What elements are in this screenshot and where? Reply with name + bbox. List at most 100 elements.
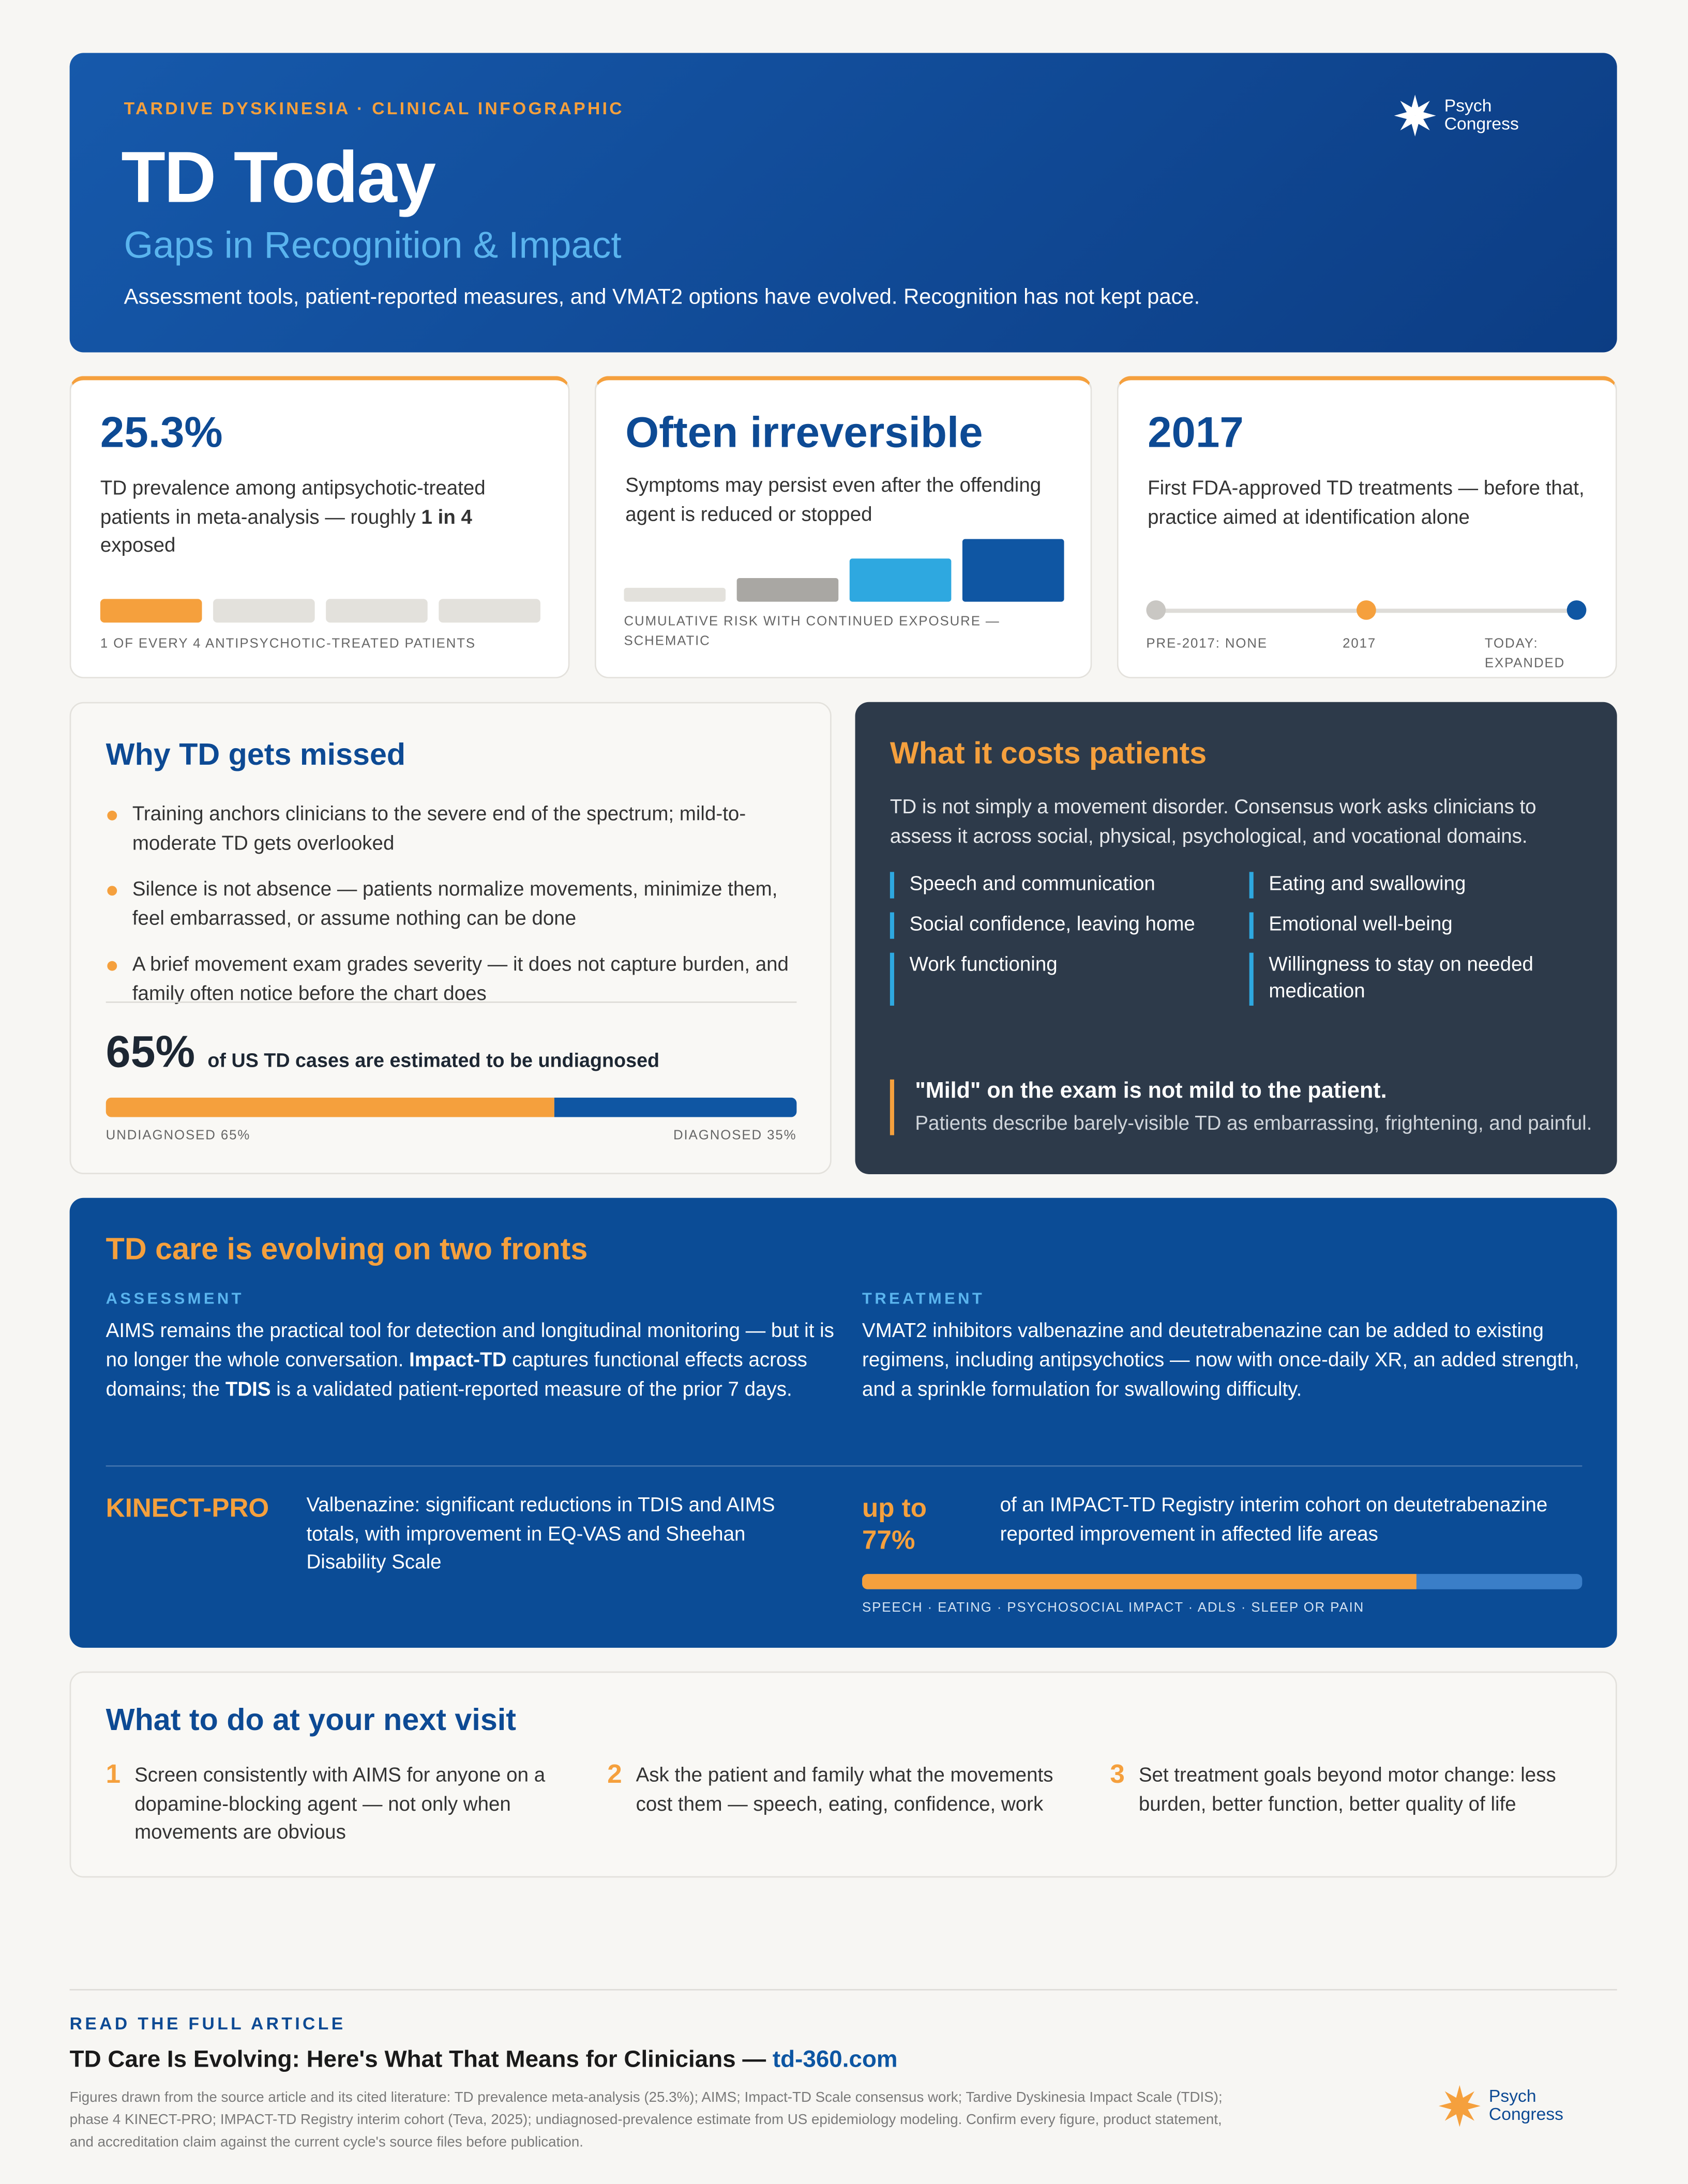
timeline-label: PRE-2017: NONE [1146,636,1268,652]
text-run: exposed [100,535,176,557]
quote-text: Patients describe barely-visible TD as e… [915,1113,1592,1135]
footer-logo: Psych Congress [1437,2084,1563,2128]
text-run: First FDA-approved TD treatments — befor… [1148,478,1585,529]
logo-line: Psych [1488,2086,1536,2106]
kinect-text: Valbenazine: significant reductions in T… [306,1494,775,1574]
path [1400,115,1415,131]
path [1400,101,1415,116]
bar-undiagnosed [106,1097,555,1117]
section-title: TD care is evolving on two fronts [106,1231,588,1266]
evolving-card [69,1197,1617,1648]
step: 3 Set treatment goals beyond motor change… [1110,1761,1570,1819]
subtitle: Gaps in Recognition & Impact [124,224,622,266]
impact-text: of an IMPACT-TD Registry interim cohort … [1000,1494,1548,1545]
path [1444,2106,1460,2121]
footer-rule [69,1989,1617,1991]
costs-card: What it costs patients TD is not simply … [855,702,1617,1174]
bar-track [862,1574,1583,1589]
logo-text: Psych Congress [1444,97,1519,134]
segment [100,599,202,623]
step-text: Screen consistently with AIMS for anyone… [134,1765,546,1844]
intro: Assessment tools, patient-reported measu… [124,285,1200,310]
domain-grid: Speech and communication Eating and swal… [890,872,1582,1020]
step-number: 2 [607,1761,622,1790]
path [1459,2106,1474,2121]
missed-card: Why TD gets missed Training anchors clin… [69,702,832,1174]
domain: Work functioning [890,952,1249,1006]
timeline-dot [1357,600,1376,620]
path [1444,2091,1460,2106]
title: TD Today [121,138,436,219]
stat-card: 2017 First FDA-approved TD treatments — … [1117,376,1617,678]
text-run: captures functional effects across domai… [106,1349,807,1402]
segment [213,599,315,623]
stat-row: 65% of US TD cases are estimated to be u… [106,1026,659,1078]
section-title: What it costs patients [890,735,1207,770]
column: TREATMENT VMAT2 inhibitors valbenazine a… [862,1291,1593,1405]
g [1394,95,1436,137]
timeline-label: 2017 [1343,636,1377,652]
kinect-label: KINECT-PRO [106,1494,269,1524]
divider [106,1465,1583,1467]
timeline-label: TODAY: EXPANDED [1484,636,1565,672]
emphasis: TDIS [225,1378,271,1402]
stat-headline: 2017 [1148,408,1244,457]
footer-eyebrow: READ THE FULL ARTICLE [69,2014,346,2034]
quote-title: "Mild" on the exam is not mild to the pa… [915,1079,1387,1103]
column-text: VMAT2 inhibitors valbenazine and deutetr… [862,1317,1593,1405]
step: 2 Ask the patient and family what the mov… [607,1761,1074,1819]
bar-label: UNDIAGNOSED 65% [106,1128,251,1144]
logo-mark [1438,2085,1481,2127]
segment [439,599,540,623]
stat-card: 25.3% TD prevalence among antipsychotic-… [69,376,570,678]
text-run: VMAT2 inhibitors valbenazine and deutetr… [862,1320,1579,1402]
risk-bar [849,558,952,602]
divider [106,1001,797,1003]
eyebrow: TARDIVE DYSKINESIA · CLINICAL INFOGRAPHI… [124,99,624,118]
section-title: What to do at your next visit [106,1702,517,1737]
stat-card: Often irreversible Symptoms may persist … [594,376,1092,678]
text-run: AIMS remains the practical tool for dete… [106,1320,834,1372]
text-run: Symptoms may persist even after the offe… [625,475,1042,526]
stat-text: TD prevalence among antipsychotic-treate… [100,475,539,561]
article: TD Care Is Evolving: Here's What That Me… [70,2046,898,2074]
costs-intro: TD is not simply a movement disorder. Co… [890,796,1536,848]
timeline-dot [1566,600,1587,620]
stat-text: Symptoms may persist even after the offe… [625,472,1061,529]
logo: Psych Congress [1393,93,1519,138]
section-title: Why TD gets missed [106,737,406,772]
risk-bar [624,587,726,602]
column-label: ASSESSMENT [106,1291,244,1308]
logo-text: Psych Congress [1488,2086,1563,2124]
impact-stat: up to 77% [862,1494,927,1556]
logo-line: Congress [1444,114,1519,134]
footnote: Figures drawn from the source article an… [69,2090,1223,2151]
next-card [69,1671,1617,1878]
domain: Speech and communication [890,872,1249,899]
emphasis: Impact-TD [409,1349,507,1372]
column: ASSESSMENT AIMS remains the practical to… [106,1291,837,1405]
path [1415,101,1430,116]
bar-track [106,1097,797,1117]
risk-bar [736,578,839,602]
impact-bar [862,1574,1417,1589]
impact-caption: SPEECH · EATING · PSYCHOSOCIAL IMPACT · … [862,1600,1365,1616]
quote: "Mild" on the exam is not mild to the pa… [890,1079,1592,1135]
domain: Willingness to stay on needed medication [1249,952,1584,1006]
step-number: 3 [1110,1761,1125,1790]
step-text: Set treatment goals beyond motor change:… [1138,1765,1556,1816]
bullet: Training anchors clinicians to the sever… [106,801,795,858]
bar-diagnosed [554,1097,797,1117]
path [1415,115,1430,131]
domain: Eating and swallowing [1249,872,1584,899]
stat-value: 65% [106,1026,195,1077]
bullet: Silence is not absence — patients normal… [106,876,795,933]
step: 1 Screen consistently with AIMS for anyon… [106,1762,559,1848]
article-title: TD Care Is Evolving: Here's What That Me… [69,2046,773,2073]
article-link[interactable]: td-360.com [772,2046,898,2073]
text-run: is a validated patient-reported measure … [270,1378,792,1402]
stat-text: of US TD cases are estimated to be undia… [207,1049,660,1071]
